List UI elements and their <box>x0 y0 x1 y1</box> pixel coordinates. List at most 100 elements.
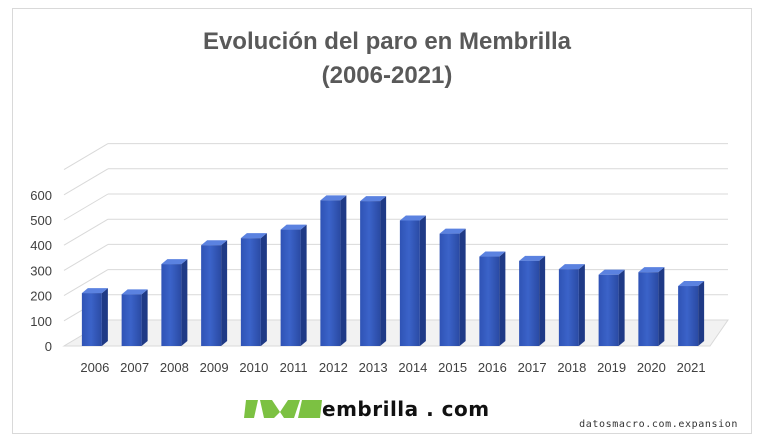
x-tick-label: 2017 <box>518 360 547 375</box>
bar-front <box>519 260 540 346</box>
x-tick-label: 2007 <box>120 360 149 375</box>
x-tick-label: 2008 <box>160 360 189 375</box>
bar-front <box>598 274 619 346</box>
x-tick-label: 2019 <box>597 360 626 375</box>
source-credit: datosmacro.com.expansion <box>579 419 738 430</box>
y-tick-label: 200 <box>30 289 52 304</box>
bar-top <box>399 215 426 221</box>
bar-top <box>678 281 705 287</box>
bar-side <box>658 267 665 346</box>
chart-title: Evolución del paro en Membrilla <box>202 28 572 55</box>
gridline-side <box>63 269 109 297</box>
bar <box>598 269 625 346</box>
bar-top <box>638 267 665 273</box>
gridline-side <box>63 168 109 196</box>
x-tick-label: 2012 <box>319 360 348 375</box>
bar-front <box>638 272 659 346</box>
x-tick-label: 2011 <box>280 360 308 375</box>
bar <box>81 288 108 346</box>
x-tick-label: 2006 <box>80 360 109 375</box>
bar-front <box>678 286 699 346</box>
bar-top <box>121 289 148 295</box>
bar-side <box>459 228 466 346</box>
bar-top <box>360 196 387 202</box>
bar-front <box>121 294 142 346</box>
bar-front <box>161 264 182 346</box>
bar-side <box>260 233 267 346</box>
x-tick-label: 2009 <box>200 360 229 375</box>
x-tick-label: 2021 <box>677 360 706 375</box>
bar-front <box>280 229 301 346</box>
y-tick-label: 100 <box>30 314 52 329</box>
x-tick-label: 2013 <box>359 360 388 375</box>
x-tick-label: 2015 <box>438 360 467 375</box>
bar-side <box>578 264 585 346</box>
bar-side <box>499 251 506 346</box>
bar <box>161 259 188 346</box>
y-tick-label: 400 <box>30 238 52 253</box>
gridline-side <box>63 243 109 271</box>
bar-top <box>519 255 546 261</box>
bar-side <box>181 259 188 346</box>
bar-top <box>280 224 307 230</box>
bar-side <box>141 289 148 346</box>
chart-subtitle: (2006-2021) <box>321 62 453 89</box>
x-tick-label: 2018 <box>557 360 586 375</box>
bar <box>439 228 466 346</box>
bar-top <box>320 195 347 201</box>
bar-front <box>360 201 381 346</box>
bar <box>121 289 148 346</box>
bar-front <box>81 293 102 346</box>
logo-text: embrilla . com <box>322 397 490 421</box>
gridline-side <box>63 193 109 221</box>
bar-side <box>221 240 228 346</box>
x-tick-label: 2020 <box>637 360 666 375</box>
x-tick-label: 2016 <box>478 360 507 375</box>
bar-side <box>698 281 705 346</box>
bar <box>360 196 387 346</box>
y-tick-label: 300 <box>30 263 52 278</box>
bar-top <box>240 233 267 239</box>
y-tick-label: 600 <box>30 188 52 203</box>
bar-front <box>201 245 222 346</box>
bar-front <box>240 238 261 346</box>
logo-m-mark <box>244 400 322 418</box>
bar-side <box>380 196 387 346</box>
bar-side <box>539 255 546 346</box>
bar-top <box>161 259 188 265</box>
bar-side <box>300 224 307 346</box>
bar-front <box>558 269 579 346</box>
bar-side <box>419 215 426 346</box>
membrilla-logo: embrilla . com <box>244 397 490 421</box>
y-tick-label: 0 <box>45 339 52 354</box>
bar-top <box>479 251 506 257</box>
bar-front <box>399 220 420 346</box>
bar-front <box>320 200 341 346</box>
bar <box>519 255 546 346</box>
bar-top <box>81 288 108 294</box>
x-tick-label: 2010 <box>239 360 268 375</box>
bar-front <box>439 233 460 346</box>
bar <box>201 240 228 346</box>
bar <box>399 215 426 346</box>
x-tick-label: 2014 <box>398 360 427 375</box>
bar-side <box>618 269 625 346</box>
bar <box>638 267 665 346</box>
bar <box>479 251 506 346</box>
gridline-side <box>63 143 109 171</box>
bar-side <box>340 195 347 346</box>
bar <box>280 224 307 346</box>
y-tick-label: 500 <box>30 213 52 228</box>
bar-top <box>598 269 625 275</box>
bar-top <box>439 228 466 234</box>
bar <box>240 233 267 346</box>
bar-top <box>201 240 228 246</box>
bar-top <box>558 264 585 270</box>
bar <box>678 281 705 346</box>
bar-side <box>101 288 108 346</box>
bar <box>558 264 585 346</box>
bar <box>320 195 347 346</box>
bar-front <box>479 256 500 346</box>
gridline-side <box>63 218 109 246</box>
